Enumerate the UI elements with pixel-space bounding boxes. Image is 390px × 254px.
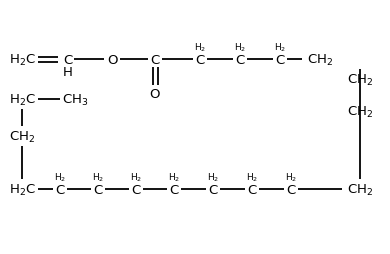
Text: H$_2$: H$_2$ bbox=[234, 42, 246, 54]
Text: H$_2$: H$_2$ bbox=[54, 171, 66, 184]
Text: C: C bbox=[64, 53, 73, 66]
Text: H$_2$: H$_2$ bbox=[274, 42, 286, 54]
Text: C: C bbox=[151, 53, 160, 66]
Text: C: C bbox=[275, 53, 285, 66]
Text: C: C bbox=[236, 53, 245, 66]
Text: C: C bbox=[247, 183, 257, 196]
Text: H$_2$C: H$_2$C bbox=[9, 92, 35, 107]
Text: CH$_2$: CH$_2$ bbox=[347, 104, 373, 119]
Text: H$_2$: H$_2$ bbox=[246, 171, 258, 184]
Text: H$_2$C: H$_2$C bbox=[9, 182, 35, 197]
Text: O: O bbox=[107, 53, 117, 66]
Text: CH$_3$: CH$_3$ bbox=[62, 92, 88, 107]
Text: CH$_2$: CH$_2$ bbox=[347, 182, 373, 197]
Text: H$_2$: H$_2$ bbox=[285, 171, 297, 184]
Text: C: C bbox=[286, 183, 296, 196]
Text: CH$_2$: CH$_2$ bbox=[307, 52, 333, 67]
Text: C: C bbox=[208, 183, 218, 196]
Text: H$_2$C: H$_2$C bbox=[9, 52, 35, 67]
Text: C: C bbox=[93, 183, 103, 196]
Text: H$_2$: H$_2$ bbox=[92, 171, 104, 184]
Text: CH$_2$: CH$_2$ bbox=[347, 72, 373, 87]
Text: C: C bbox=[131, 183, 141, 196]
Text: H: H bbox=[63, 65, 73, 78]
Text: H$_2$: H$_2$ bbox=[207, 171, 219, 184]
Text: H$_2$: H$_2$ bbox=[194, 42, 206, 54]
Text: O: O bbox=[150, 88, 160, 101]
Text: H$_2$: H$_2$ bbox=[130, 171, 142, 184]
Text: CH$_2$: CH$_2$ bbox=[9, 129, 35, 144]
Text: C: C bbox=[169, 183, 179, 196]
Text: C: C bbox=[195, 53, 205, 66]
Text: C: C bbox=[55, 183, 65, 196]
Text: H$_2$: H$_2$ bbox=[168, 171, 180, 184]
